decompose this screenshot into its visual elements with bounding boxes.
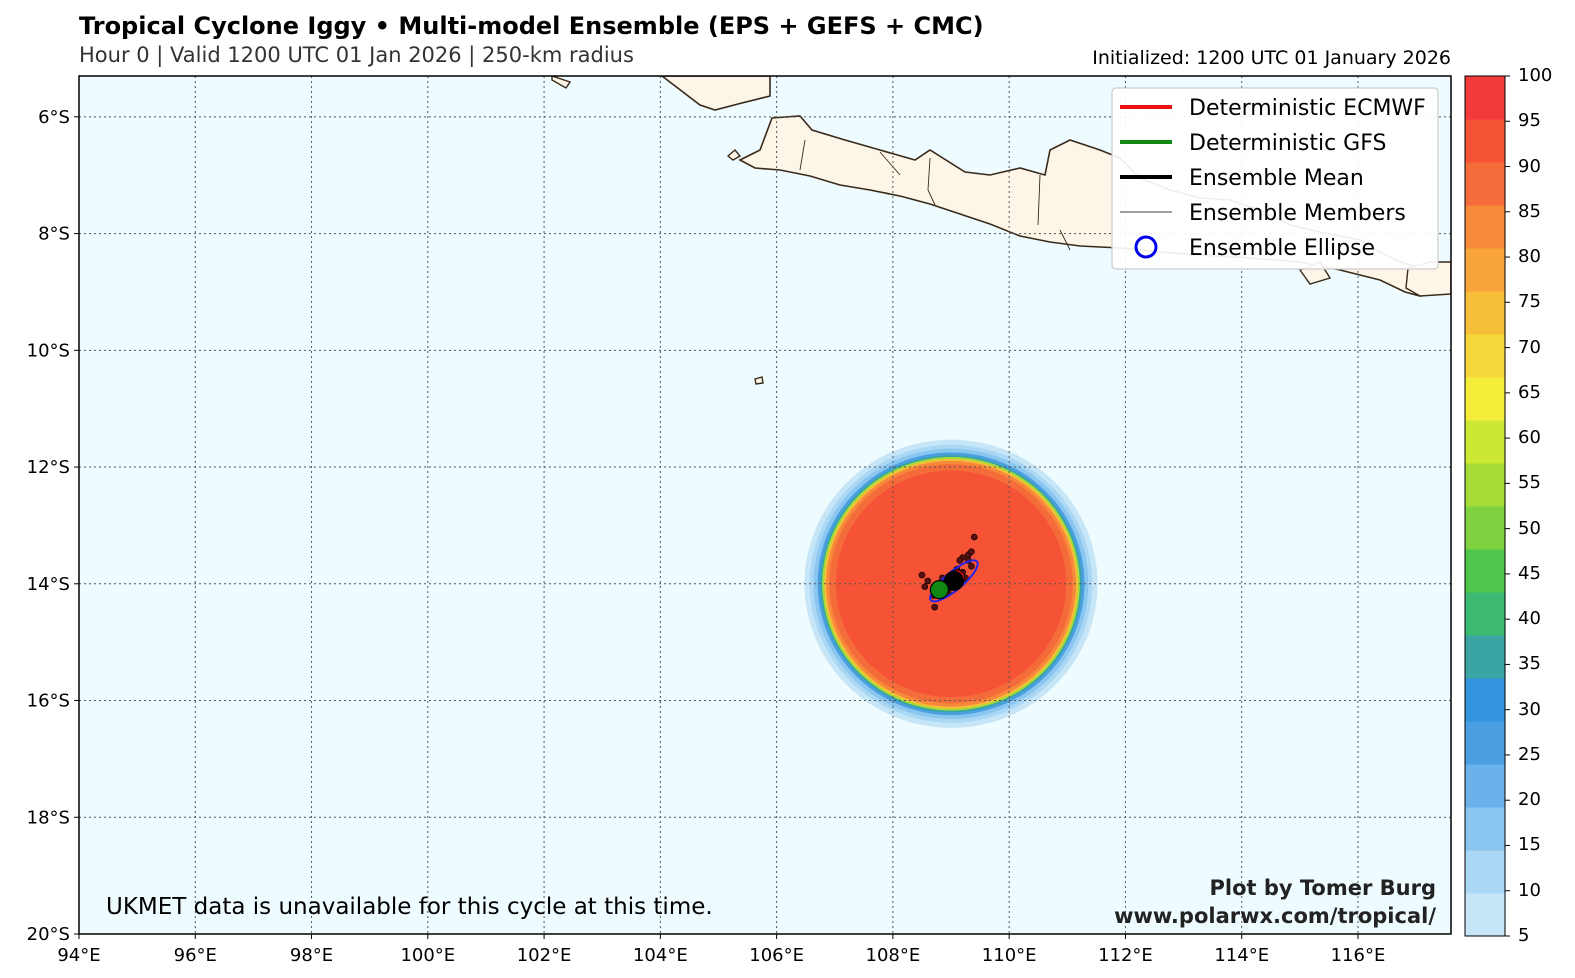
colorbar-tick-label: 85 [1518,200,1541,222]
ensemble-member-point [956,557,964,564]
credit-text: Plot by Tomer Burg [1210,876,1437,900]
colorbar-segment [1465,205,1505,249]
colorbar-segment [1465,291,1505,335]
lat-tick-label: 10°S [27,340,70,361]
colorbar-frame [1464,75,1506,937]
province-borders [799,139,1071,251]
lon-tick-label: 106°E [749,945,804,966]
colorbar-segment [1465,764,1505,808]
lon-tick-label: 110°E [982,945,1037,966]
legend-box [1111,87,1439,270]
lon-tick-label: 98°E [290,945,333,966]
lon-tick-label: 94°E [57,945,100,966]
lat-tick-label: 16°S [27,691,70,712]
longitude-ticks: 94°E 96°E 98°E 100°E 102°E 104°E 106°E 108°E 110… [57,934,1385,966]
ensemble-member-point [921,583,929,591]
colorbar [1464,75,1510,937]
lat-tick-label: 8°S [38,224,70,245]
lat-tick-label: 18°S [27,807,70,828]
colorbar-segment [1465,463,1505,507]
colorbar-segment [1465,420,1505,464]
colorbar-tick-label: 40 [1518,608,1541,630]
colorbar-tick-label: 60 [1518,427,1541,449]
colorbar-segment [1465,76,1505,120]
colorbar-segment [1465,721,1505,765]
ensemble-member-point [918,571,926,579]
colorbar-segment [1465,334,1505,378]
colorbar-tick-label: 15 [1518,834,1541,856]
ensemble-member-point [924,577,932,585]
small-island-nw [551,76,572,89]
colorbar-tick-label: 25 [1518,743,1541,765]
lon-tick-label: 100°E [400,945,455,966]
colorbar-tick-label: 75 [1518,291,1541,313]
lon-tick-label: 112°E [1098,945,1153,966]
colorbar-tick-label: 80 [1518,246,1541,268]
colorbar-tick-label: 100 [1518,65,1553,86]
chart-title: Tropical Cyclone Iggy • Multi-model Ense… [79,12,984,40]
legend: Deterministic ECMWF Deterministic GFS En… [1111,87,1439,270]
legend-gfs-label: Deterministic GFS [1189,131,1386,156]
colorbar-segment [1465,893,1505,937]
colorbar-segment [1465,549,1505,593]
ukmet-note: UKMET data is unavailable for this cycle… [106,894,713,920]
legend-ellipse-label: Ensemble Ellipse [1189,236,1375,261]
colorbar-tick-label: 55 [1518,472,1541,494]
initialized-label: Initialized: 1200 UTC 01 January 2026 [1092,47,1451,69]
colorbar-tick-label: 30 [1518,698,1541,720]
ensemble-member-point [968,562,975,570]
colorbar-tick-label: 50 [1518,517,1541,539]
colorbar-tick-label: 10 [1518,879,1541,901]
lon-tick-label: 96°E [174,945,217,966]
colorbar-tick-label: 90 [1518,155,1541,177]
lon-tick-label: 108°E [866,945,921,966]
colorbar-segment [1465,678,1505,722]
colorbar-tick-label: 95 [1518,110,1541,132]
legend-members-label: Ensemble Members [1189,201,1406,226]
colorbar-segment [1465,850,1505,894]
lon-tick-label: 104°E [633,945,688,966]
colorbar-segment [1465,592,1505,636]
chart-subtitle: Hour 0 | Valid 1200 UTC 01 Jan 2026 | 25… [79,43,634,67]
lon-tick-label: 116°E [1331,945,1386,966]
lat-lon-grid [79,76,1451,934]
colorbar-tick-label: 35 [1518,653,1541,675]
ensemble-member-point [931,603,939,611]
ensemble-mean-marker [943,570,964,591]
small-island-west [726,149,742,161]
latitude-ticks: 6°S 8°S 10°S 12°S 14°S 16°S 18°S 20°S [27,107,79,945]
lat-tick-label: 12°S [27,457,70,478]
colorbar-segment [1465,162,1505,206]
colorbar-segment [1465,377,1505,421]
colorbar-tick-label: 65 [1518,381,1541,403]
ensemble-member-point [970,533,978,541]
java-island [660,76,771,111]
legend-ellipse-symbol [1134,235,1158,259]
colorbar-segment [1465,248,1505,292]
colorbar-segment [1465,506,1505,550]
legend-ecmwf-label: Deterministic ECMWF [1189,96,1426,121]
colorbar-segment [1465,119,1505,163]
ensemble-member-point [968,548,975,555]
christmas-island [754,376,764,385]
lat-tick-label: 14°S [27,574,70,595]
colorbar-tick-label: 20 [1518,789,1541,811]
colorbar-tick-label: 70 [1518,336,1541,358]
lon-tick-label: 102°E [517,945,572,966]
colorbar-tick-label: 45 [1518,562,1541,584]
colorbar-segment [1465,635,1505,679]
lon-tick-label: 114°E [1214,945,1269,966]
lat-tick-label: 6°S [38,107,70,128]
plot-frame [78,75,1452,935]
lat-tick-label: 20°S [27,924,70,945]
credit-url: www.polarwx.com/tropical/ [1114,904,1436,928]
legend-mean-label: Ensemble Mean [1189,166,1364,191]
colorbar-tick-label: 5 [1518,925,1530,946]
gfs-position-marker [929,580,950,600]
colorbar-segment [1465,807,1505,851]
